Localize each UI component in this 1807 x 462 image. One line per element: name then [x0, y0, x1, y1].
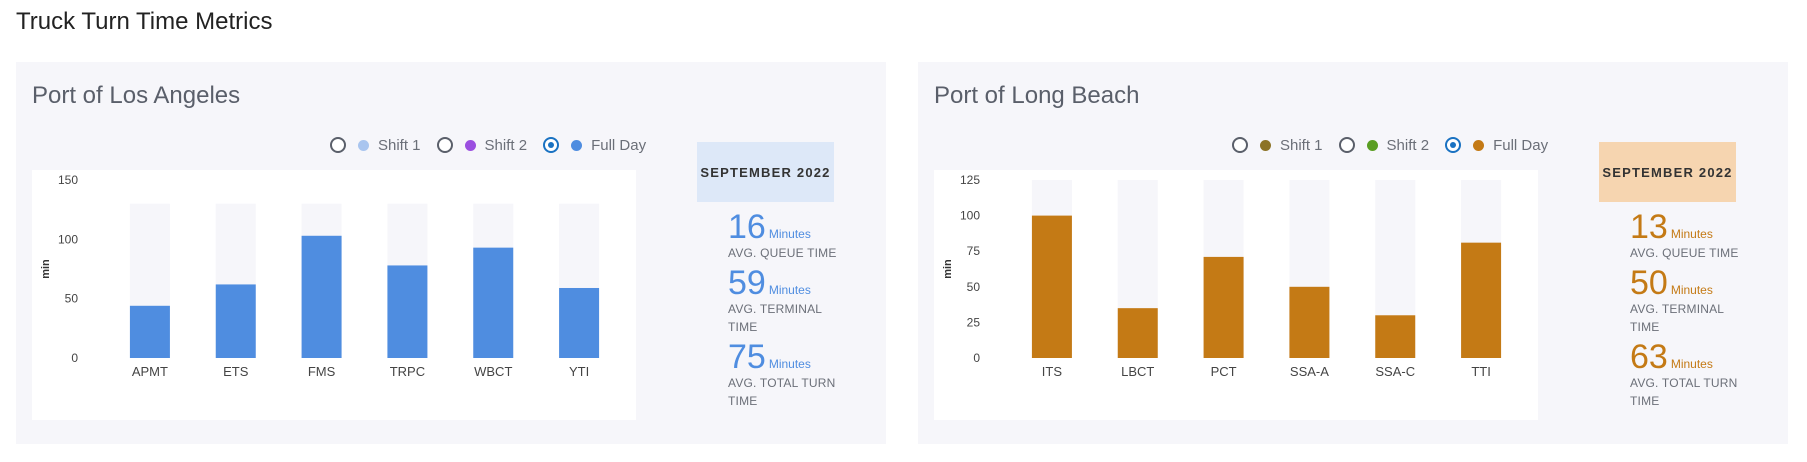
metric-total-turn-time: 63 Minutes AVG. TOTAL TURN TIME [1630, 340, 1750, 410]
bar-chart-svg: min 0 50 100 150 APMT ETS FMS TRPC WBCT YTI [40, 173, 600, 379]
x-tick-label: YTI [569, 364, 589, 379]
bar [1117, 308, 1158, 358]
x-tick-label: FMS [308, 364, 336, 379]
y-tick-label: 25 [967, 315, 981, 329]
bar [559, 287, 600, 358]
shift-legend: Shift 1 Shift 2 Full Day [330, 134, 662, 156]
metric-queue-time: 13 Minutes AVG. QUEUE TIME [1630, 210, 1750, 262]
y-tick-label: 0 [973, 351, 980, 365]
legend-shift-2[interactable]: Shift 2 [1338, 136, 1430, 154]
x-tick-label: SSA-C [1375, 364, 1415, 379]
bar [1461, 242, 1502, 358]
y-tick-label: 150 [58, 173, 78, 187]
metric-unit: Minutes [768, 357, 811, 371]
radio-icon[interactable] [436, 137, 453, 153]
bar-chart: min 0 50 100 150 APMT ETS FMS TRPC WBCT YTI [32, 170, 636, 420]
legend-label: Full Day [591, 136, 647, 154]
metric-value: 75 [728, 338, 766, 376]
x-tick-label: WBCT [474, 364, 512, 379]
panel-title: Port of Los Angeles [32, 82, 241, 109]
y-tick-label: 125 [960, 173, 980, 187]
metric-unit: Minutes [1670, 227, 1713, 241]
legend-dot-icon [1473, 139, 1485, 151]
bar [1375, 315, 1416, 358]
radio-icon[interactable] [543, 137, 560, 153]
legend-label: Full Day [1493, 136, 1549, 154]
panel-title: Port of Long Beach [934, 82, 1140, 109]
metric-value: 50 [1630, 264, 1668, 302]
radio-icon[interactable] [1232, 137, 1248, 153]
x-tick-label: TRPC [390, 364, 425, 379]
metric-label: AVG. TOTAL TURN TIME [728, 376, 836, 408]
bar [387, 265, 428, 358]
metric-label: AVG. QUEUE TIME [1630, 246, 1739, 260]
y-tick-label: 100 [58, 232, 78, 246]
metric-label: AVG. QUEUE TIME [728, 246, 837, 260]
y-tick-label: 100 [960, 209, 980, 223]
metric-value: 13 [1630, 208, 1668, 246]
y-tick-label: 75 [967, 244, 981, 258]
legend-label: Shift 2 [484, 136, 528, 154]
legend-full-day[interactable]: Full Day [543, 137, 646, 154]
x-tick-label: ETS [223, 364, 249, 379]
legend-dot-icon [1260, 139, 1271, 151]
x-tick-label: TTI [1471, 364, 1491, 379]
radio-icon[interactable] [1445, 137, 1462, 153]
bar [1031, 215, 1072, 358]
legend-shift-2[interactable]: Shift 2 [436, 136, 528, 154]
legend-dot-icon [1366, 139, 1378, 151]
metric-label: AVG. TERMINAL TIME [1630, 302, 1724, 334]
bar [215, 284, 256, 358]
port-los-angeles-panel: Port of Los Angeles Shift 1 Shift 2 Full… [16, 62, 886, 444]
y-axis-label: min [40, 259, 52, 279]
radio-icon[interactable] [330, 137, 346, 153]
legend-label: Shift 1 [1280, 136, 1323, 154]
metric-value: 63 [1630, 338, 1668, 376]
y-tick-label: 50 [967, 280, 981, 294]
metrics-list: 13 Minutes AVG. QUEUE TIME 50 Minutes AV… [1630, 210, 1750, 414]
legend-label: Shift 1 [378, 136, 421, 154]
metric-unit: Minutes [768, 283, 811, 297]
radio-icon[interactable] [1338, 137, 1355, 153]
metric-value: 16 [728, 208, 766, 246]
metric-terminal-time: 59 Minutes AVG. TERMINAL TIME [728, 266, 848, 336]
month-badge: SEPTEMBER 2022 [1599, 142, 1736, 202]
metric-queue-time: 16 Minutes AVG. QUEUE TIME [728, 210, 848, 262]
page-title: Truck Turn Time Metrics [16, 8, 273, 35]
metric-unit: Minutes [768, 227, 811, 241]
bar-chart: min 0 25 50 75 100 125 ITS LBCT PCT SSA-A SSA-C TTI [934, 170, 1538, 420]
legend-dot-icon [571, 139, 583, 151]
metric-label: AVG. TOTAL TURN TIME [1630, 376, 1738, 408]
month-badge: SEPTEMBER 2022 [697, 142, 834, 202]
shift-legend: Shift 1 Shift 2 Full Day [1232, 134, 1564, 156]
bar [1203, 256, 1244, 358]
x-tick-label: PCT [1211, 364, 1237, 379]
metric-label: AVG. TERMINAL TIME [728, 302, 822, 334]
legend-label: Shift 2 [1386, 136, 1430, 154]
bar [129, 305, 170, 358]
bar-chart-svg: min 0 25 50 75 100 125 ITS LBCT PCT SSA-A SSA-C TTI [942, 173, 1502, 379]
bar [1289, 286, 1330, 358]
x-tick-label: ITS [1042, 364, 1063, 379]
x-tick-label: SSA-A [1290, 364, 1329, 379]
legend-dot-icon [358, 139, 369, 151]
x-tick-label: LBCT [1121, 364, 1154, 379]
metric-total-turn-time: 75 Minutes AVG. TOTAL TURN TIME [728, 340, 848, 410]
y-tick-label: 0 [71, 351, 78, 365]
bar [301, 235, 342, 358]
metrics-list: 16 Minutes AVG. QUEUE TIME 59 Minutes AV… [728, 210, 848, 414]
legend-shift-1[interactable]: Shift 1 [1232, 137, 1323, 154]
y-axis-label: min [942, 259, 954, 279]
metric-terminal-time: 50 Minutes AVG. TERMINAL TIME [1630, 266, 1750, 336]
y-tick-label: 50 [65, 292, 79, 306]
metric-unit: Minutes [1670, 357, 1713, 371]
bar [473, 247, 514, 358]
port-long-beach-panel: Port of Long Beach Shift 1 Shift 2 Full … [918, 62, 1788, 444]
legend-shift-1[interactable]: Shift 1 [330, 137, 421, 154]
x-tick-label: APMT [132, 364, 168, 379]
legend-dot-icon [464, 139, 476, 151]
legend-full-day[interactable]: Full Day [1445, 137, 1548, 154]
metric-value: 59 [728, 264, 766, 302]
metric-unit: Minutes [1670, 283, 1713, 297]
